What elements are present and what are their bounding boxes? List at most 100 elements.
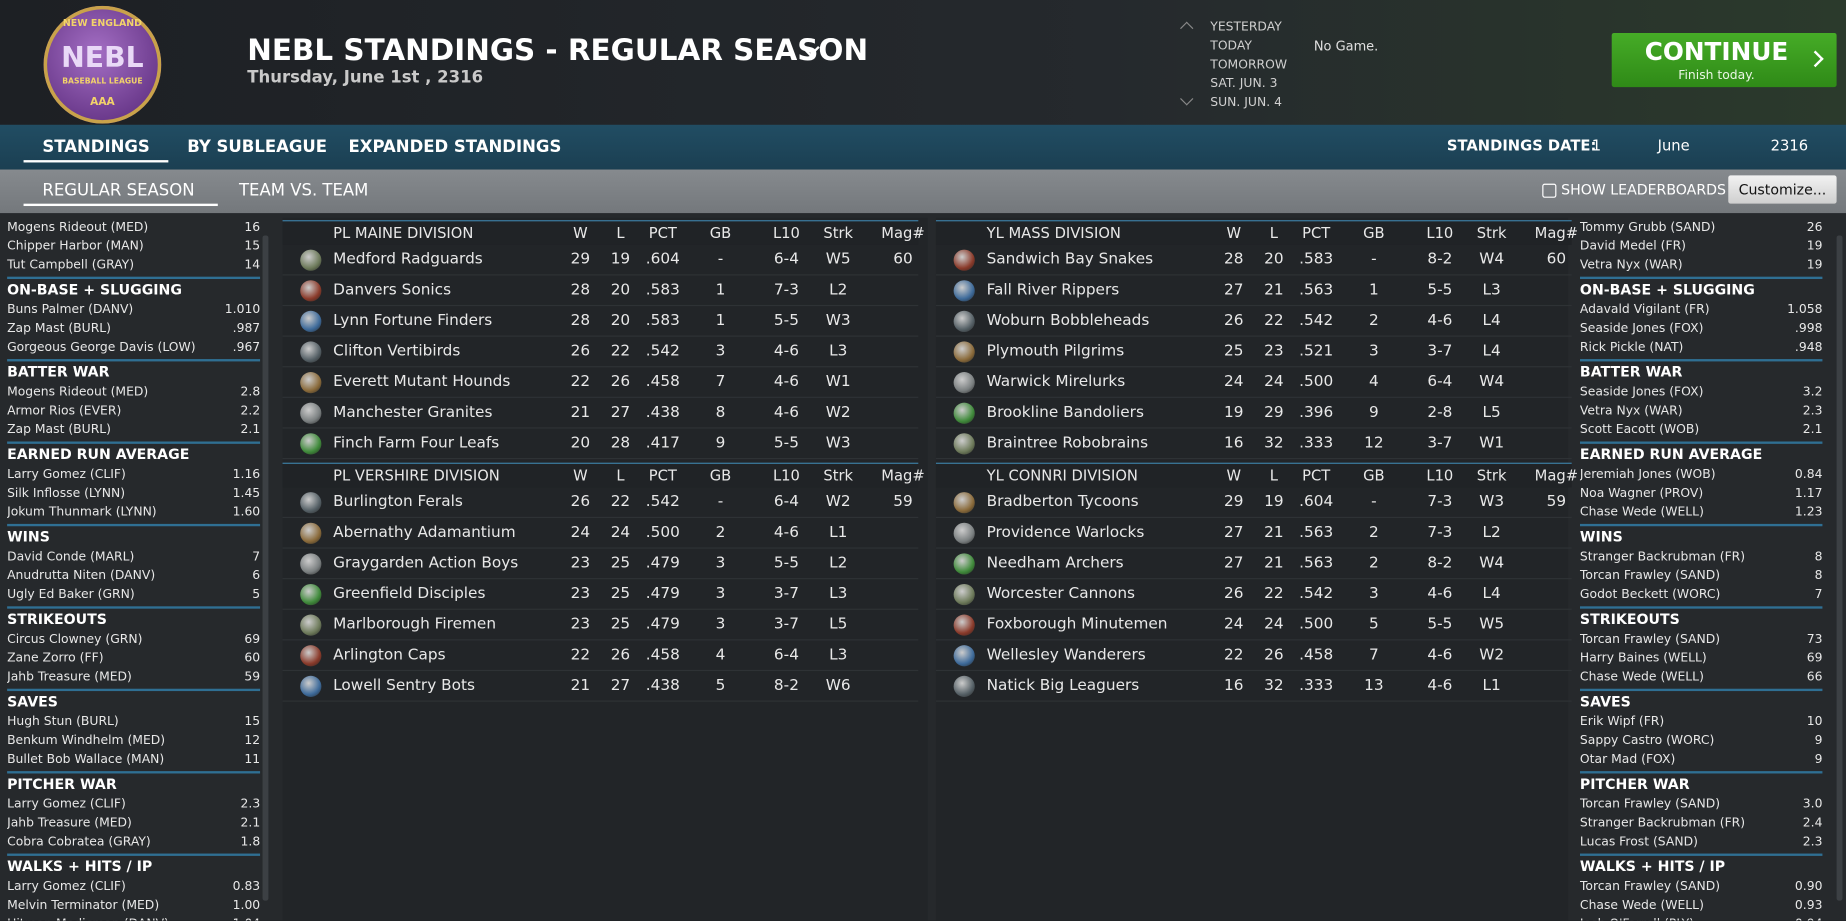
- column-header[interactable]: L: [1269, 466, 1278, 484]
- team-name[interactable]: Braintree Robobrains: [986, 434, 1149, 453]
- leader-row[interactable]: Tommy Grubb (SAND) 26: [1580, 218, 1823, 237]
- column-header[interactable]: PCT: [648, 223, 677, 242]
- leader-row[interactable]: Torcan Frawley (SAND) 73: [1580, 630, 1823, 649]
- team-name[interactable]: Medford Radguards: [333, 250, 483, 269]
- leader-row[interactable]: Larry Gomez (CLIF) 2.3: [7, 795, 260, 814]
- team-name[interactable]: Woburn Bobbleheads: [986, 311, 1150, 330]
- team-name[interactable]: Marlborough Firemen: [333, 615, 497, 634]
- leader-row[interactable]: Torcan Frawley (SAND) 3.0: [1580, 795, 1823, 814]
- column-header[interactable]: GB: [1363, 466, 1385, 484]
- column-header[interactable]: L: [616, 223, 625, 242]
- leader-row[interactable]: Cobra Cobratea (GRAY) 1.8: [7, 832, 260, 851]
- leader-row[interactable]: Larry Gomez (CLIF) 0.83: [7, 877, 260, 896]
- leader-row[interactable]: Jokum Thunmark (LYNN) 1.60: [7, 503, 260, 522]
- standings-year[interactable]: 2316: [1770, 136, 1809, 155]
- leader-row[interactable]: Noa Wagner (PROV) 1.17: [1580, 484, 1823, 503]
- day-down[interactable]: [1180, 92, 1194, 106]
- team-name[interactable]: Bradberton Tycoons: [986, 493, 1139, 511]
- team-name[interactable]: Burlington Ferals: [333, 493, 463, 511]
- column-header[interactable]: Strk: [1476, 223, 1507, 242]
- leader-row[interactable]: Hugh Stun (BURL) 15: [7, 712, 260, 731]
- leader-row[interactable]: Scott Eacott (WOB) 2.1: [1580, 420, 1823, 439]
- column-header[interactable]: W: [573, 223, 588, 242]
- tab[interactable]: EXPANDED STANDINGS: [348, 137, 562, 157]
- leader-row[interactable]: Adavald Vigilant (FR) 1.058: [1580, 300, 1823, 319]
- leader-row[interactable]: Godot Beckett (WORC) 7: [1580, 585, 1823, 604]
- team-name[interactable]: Finch Farm Four Leafs: [333, 434, 500, 453]
- subtab[interactable]: REGULAR SEASON: [23, 181, 219, 207]
- column-header[interactable]: PCT: [648, 466, 677, 484]
- leader-row[interactable]: Anudrutta Niten (DANV) 6: [7, 566, 260, 585]
- leader-row[interactable]: Larry Gomez (CLIF) 1.16: [7, 465, 260, 484]
- team-name[interactable]: Worcester Cannons: [986, 585, 1136, 603]
- leader-row[interactable]: Silk Inflosse (LYNN) 1.45: [7, 484, 260, 503]
- leader-row[interactable]: Chase Wede (WELL) 1.23: [1580, 503, 1823, 522]
- continue-button[interactable]: CONTINUE Finish today.: [1611, 32, 1837, 88]
- leader-row[interactable]: Jahb Treasure (MED) 2.1: [7, 814, 260, 833]
- column-header[interactable]: L10: [772, 466, 800, 484]
- leader-row[interactable]: Seaside Jones (FOX) 3.2: [1580, 383, 1823, 402]
- team-name[interactable]: Abernathy Adamantium: [333, 523, 516, 542]
- column-header[interactable]: Mag#: [881, 466, 925, 484]
- leader-row[interactable]: Zap Mast (BURL) .987: [7, 319, 260, 338]
- leader-row[interactable]: Torcan Frawley (SAND) 8: [1580, 566, 1823, 585]
- team-name[interactable]: Natick Big Leaguers: [986, 676, 1140, 695]
- column-header[interactable]: GB: [1363, 223, 1385, 242]
- leader-row[interactable]: Vetra Nyx (WAR) 2.3: [1580, 401, 1823, 420]
- scrollbar[interactable]: [262, 235, 269, 901]
- leader-row[interactable]: Jeremiah Jones (WOB) 0.84: [1580, 465, 1823, 484]
- column-header[interactable]: PCT: [1302, 466, 1331, 484]
- day-option[interactable]: TOMORROW: [1210, 57, 1288, 72]
- leaderboards-checkbox[interactable]: [1542, 183, 1557, 198]
- leader-row[interactable]: Gorgeous George Davis (LOW) .967: [7, 338, 260, 357]
- column-header[interactable]: GB: [709, 466, 732, 484]
- team-name[interactable]: Clifton Vertibirds: [333, 342, 461, 361]
- leader-row[interactable]: Ugly Ed Baker (GRN) 5: [7, 585, 260, 604]
- column-header[interactable]: W: [1226, 223, 1242, 242]
- team-name[interactable]: Plymouth Pilgrims: [986, 342, 1125, 361]
- column-header[interactable]: Strk: [823, 223, 854, 242]
- leader-row[interactable]: Mogens Rideout (MED) 16: [7, 218, 260, 237]
- column-header[interactable]: L: [616, 466, 625, 484]
- column-header[interactable]: Mag#: [881, 223, 925, 242]
- leader-row[interactable]: Torcan Frawley (SAND) 0.90: [1580, 877, 1823, 896]
- team-name[interactable]: Arlington Caps: [333, 646, 446, 664]
- day-up[interactable]: [1180, 21, 1194, 35]
- scrollbar[interactable]: [1836, 235, 1843, 901]
- team-name[interactable]: Greenfield Disciples: [333, 585, 486, 603]
- leader-row[interactable]: Vetra Nyx (WAR) 19: [1580, 255, 1823, 274]
- leader-row[interactable]: Stranger Backrubman (FR) 8: [1580, 547, 1823, 566]
- leader-row[interactable]: Rick Pickle (NAT) .948: [1580, 338, 1823, 357]
- leader-row[interactable]: Hitman Medicman (DANV)1.04: [7, 915, 260, 921]
- team-name[interactable]: Everett Mutant Hounds: [333, 373, 511, 391]
- tab[interactable]: STANDINGS: [23, 138, 169, 163]
- leader-row[interactable]: Lucas Frost (SAND) 2.3: [1580, 832, 1823, 851]
- team-name[interactable]: Sandwich Bay Snakes: [986, 250, 1154, 269]
- column-header[interactable]: W: [573, 466, 588, 484]
- team-name[interactable]: Manchester Granites: [333, 403, 493, 422]
- leader-row[interactable]: Jahb Treasure (MED) 59: [7, 668, 260, 687]
- team-name[interactable]: Foxborough Minutemen: [986, 615, 1168, 634]
- leader-row[interactable]: Otar Mad (FOX) 9: [1580, 750, 1823, 769]
- column-header[interactable]: PCT: [1302, 223, 1331, 242]
- leader-row[interactable]: Benkum Windhelm (MED) 12: [7, 731, 260, 750]
- leader-row[interactable]: David Medel (FR) 19: [1580, 237, 1823, 256]
- leader-row[interactable]: Chase Wede (WELL) 0.93: [1580, 896, 1823, 915]
- team-name[interactable]: Providence Warlocks: [986, 523, 1145, 542]
- leader-row[interactable]: Zap Mast (BURL) 2.1: [7, 420, 260, 439]
- leader-row[interactable]: Circus Clowney (GRN) 69: [7, 630, 260, 649]
- team-name[interactable]: Fall River Rippers: [986, 281, 1120, 300]
- subtab[interactable]: TEAM VS. TEAM: [238, 181, 369, 201]
- leader-row[interactable]: Chipper Harbor (MAN) 15: [7, 237, 260, 256]
- team-name[interactable]: Brookline Bandoliers: [986, 403, 1144, 422]
- leader-row[interactable]: Zane Zorro (FF) 60: [7, 649, 260, 668]
- leader-row[interactable]: Tut Campbell (GRAY) 14: [7, 255, 260, 274]
- day-option[interactable]: SAT. JUN. 3: [1210, 76, 1278, 91]
- leader-row[interactable]: Bullet Bob Wallace (MAN) 11: [7, 750, 260, 769]
- team-name[interactable]: Graygarden Action Boys: [333, 554, 519, 573]
- day-option[interactable]: YESTERDAY: [1210, 20, 1282, 35]
- leader-row[interactable]: Seaside Jones (FOX) .998: [1580, 319, 1823, 338]
- leader-row[interactable]: David Conde (MARL) 7: [7, 547, 260, 566]
- leader-row[interactable]: Harry Baines (WELL) 69: [1580, 649, 1823, 668]
- column-header[interactable]: L10: [1426, 223, 1454, 242]
